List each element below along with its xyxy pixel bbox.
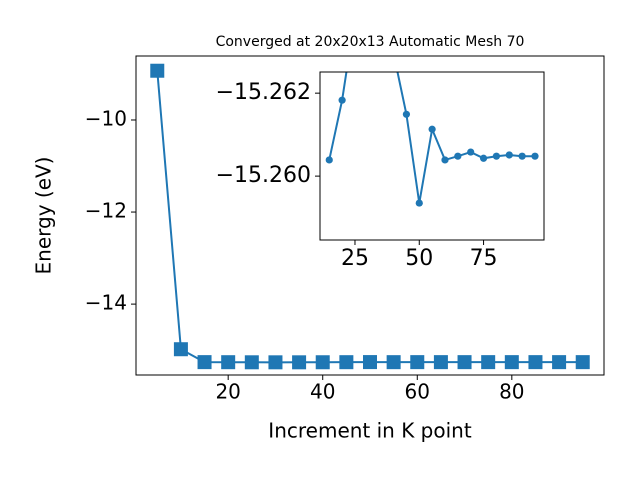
x-tick-label: 25: [341, 246, 369, 271]
marker: [268, 355, 283, 370]
marker: [457, 355, 472, 370]
x-tick-label: 20: [215, 380, 240, 404]
marker: [244, 355, 259, 370]
marker: [504, 355, 519, 370]
marker: [454, 152, 462, 160]
marker: [531, 152, 539, 160]
chart-title: Converged at 20x20x13 Automatic Mesh 70: [216, 34, 525, 50]
marker: [386, 355, 401, 370]
series-group: [150, 63, 590, 370]
marker: [402, 110, 411, 118]
y-tick-label: −15.260: [216, 163, 311, 188]
marker: [552, 355, 567, 370]
y-tick-label: −12: [85, 199, 127, 223]
y-tick-label: −14: [85, 291, 127, 315]
marker: [518, 152, 526, 160]
marker: [433, 355, 448, 370]
y-tick-label: −15.262: [216, 80, 311, 105]
marker: [415, 199, 423, 207]
x-axis-label: Increment in K point: [268, 419, 472, 443]
series-group: [325, 0, 539, 207]
marker: [481, 355, 496, 370]
marker: [339, 355, 354, 370]
marker: [338, 96, 346, 104]
axes-frame: [319, 71, 545, 241]
marker: [492, 152, 501, 160]
marker: [410, 355, 425, 370]
marker: [575, 355, 590, 370]
x-tick-label: 75: [470, 246, 498, 271]
x-tick-label: 50: [405, 246, 433, 271]
marker: [292, 355, 307, 370]
marker: [150, 63, 165, 78]
marker: [351, 12, 358, 19]
marker: [325, 156, 333, 164]
marker: [197, 355, 212, 370]
marker: [377, 0, 384, 1]
marker: [528, 355, 543, 370]
marker: [467, 148, 475, 156]
marker: [441, 156, 449, 164]
y-tick-label: −10: [85, 106, 127, 130]
axes-frame: [135, 55, 605, 376]
marker: [315, 355, 330, 370]
x-tick-label: 40: [310, 380, 335, 404]
marker: [505, 151, 513, 159]
marker: [363, 355, 377, 370]
marker: [221, 355, 236, 370]
marker: [479, 154, 488, 162]
marker: [173, 342, 188, 357]
x-tick-label: 60: [405, 380, 430, 404]
y-axis-label: Energy (eV): [32, 157, 56, 275]
x-tick-label: 80: [499, 380, 524, 404]
marker: [428, 125, 436, 133]
